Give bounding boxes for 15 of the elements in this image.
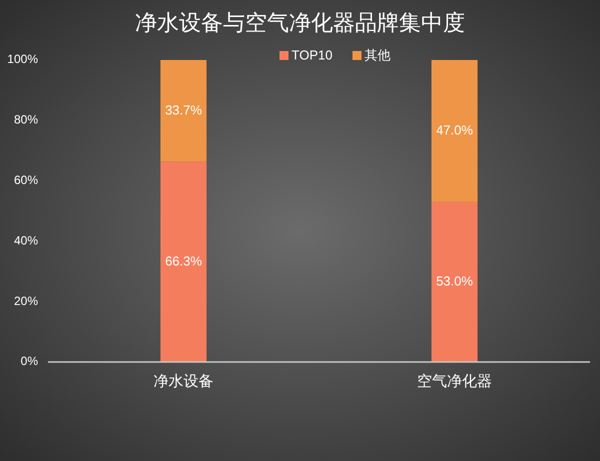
y-tick-label: 20%: [14, 294, 38, 308]
x-tick-label: 空气净化器: [417, 372, 492, 390]
data-label: 33.7%: [165, 102, 202, 118]
y-tick-label: 100%: [7, 52, 38, 66]
y-tick-label: 80%: [14, 112, 38, 127]
data-label: 66.3%: [165, 253, 202, 268]
y-tick-label: 0%: [20, 354, 38, 368]
y-tick-label: 40%: [14, 233, 38, 248]
y-tick-label: 60%: [14, 172, 38, 187]
legend-label: 其他: [364, 47, 390, 62]
chart-title: 净水设备与空气净化器品牌集中度: [135, 10, 465, 35]
legend-label: TOP10: [292, 47, 332, 62]
data-label: 53.0%: [436, 273, 474, 288]
x-tick-label: 净水设备: [154, 372, 214, 390]
data-label: 47.0%: [436, 122, 474, 138]
